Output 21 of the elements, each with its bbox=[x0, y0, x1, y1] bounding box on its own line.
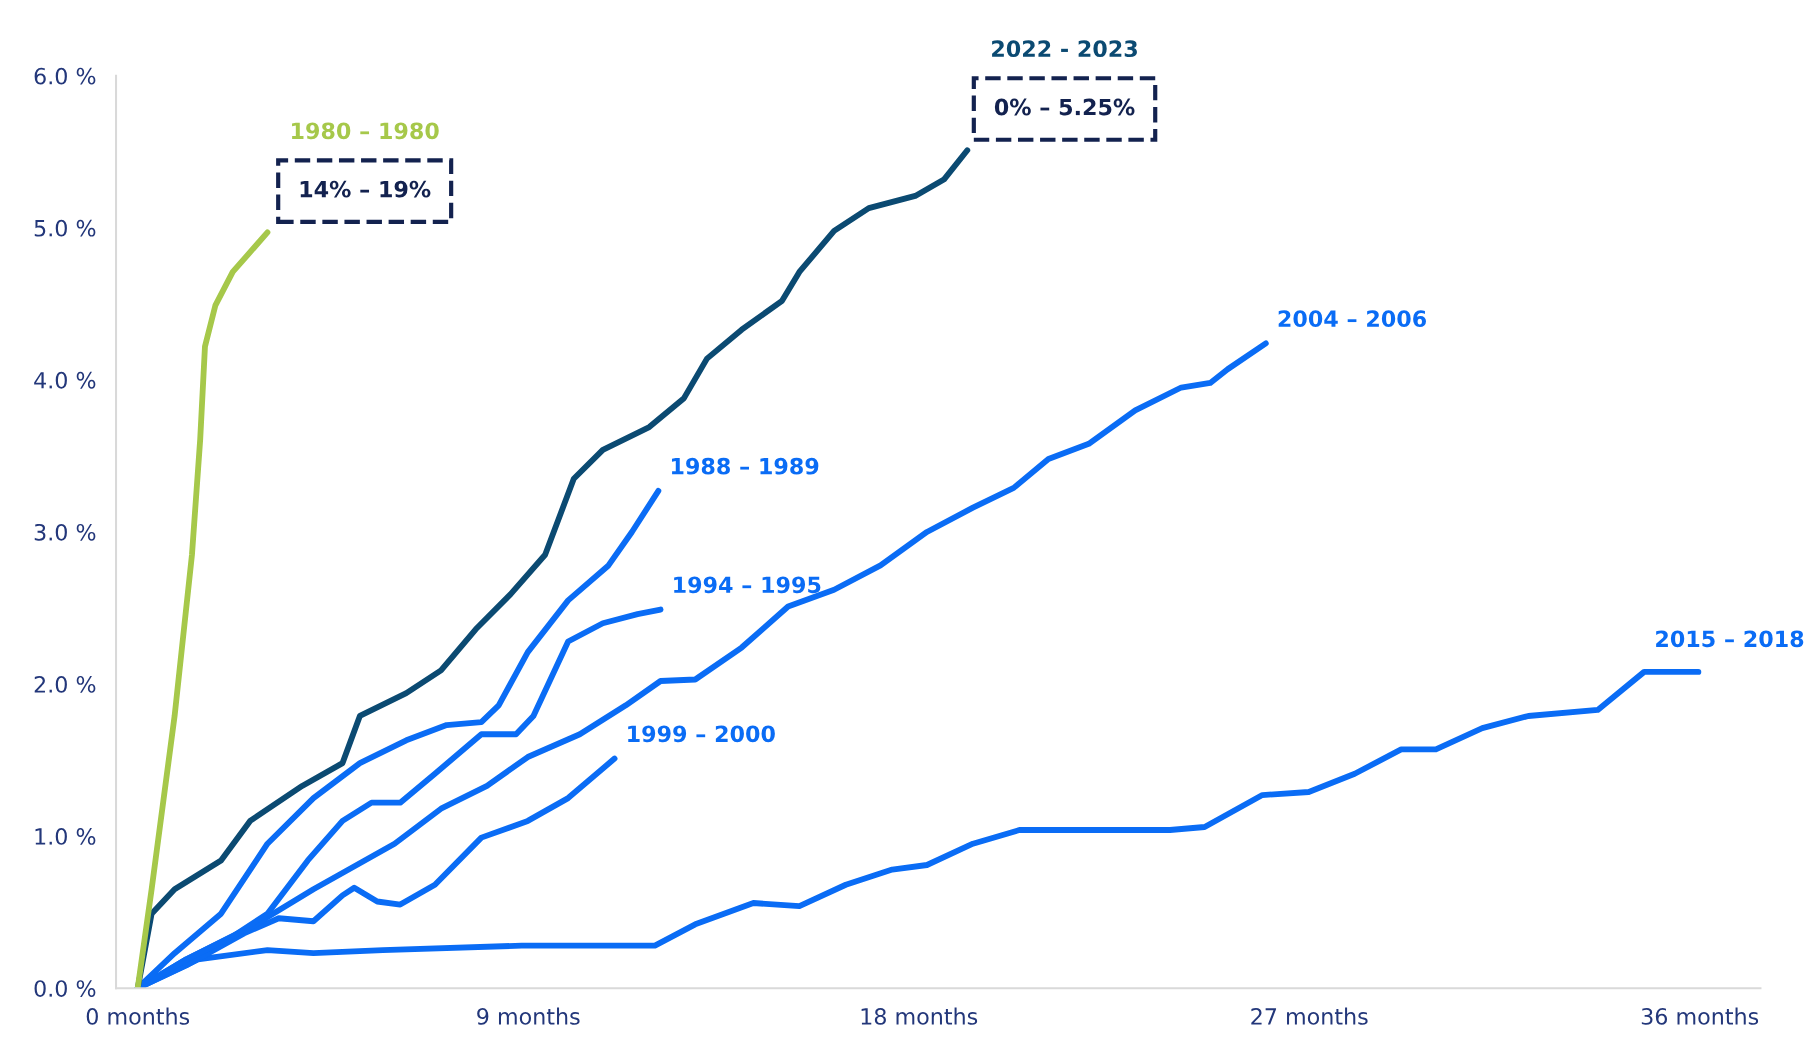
series-label: 1999 – 2000 bbox=[628, 725, 775, 743]
x-tick-label: 0 months bbox=[86, 1007, 190, 1025]
x-tick-label: 36 months bbox=[1641, 1007, 1759, 1025]
text: 1980 – 1980 bbox=[292, 122, 439, 140]
y-tick-label: 4.0 % bbox=[34, 371, 96, 389]
x-tick-label: 27 months bbox=[1251, 1007, 1368, 1025]
annotation: 14% – 19% bbox=[300, 180, 431, 198]
x-tick-label: 18 months bbox=[861, 1007, 978, 1025]
text: 2022 - 2023 bbox=[992, 40, 1137, 58]
series-label: 1994 – 1995 bbox=[674, 576, 821, 594]
y-tick-label: 2.0 % bbox=[34, 675, 96, 693]
series-label: 2015 – 2018 bbox=[1656, 630, 1804, 648]
series-label: 1988 – 1989 bbox=[672, 457, 819, 475]
annotation: 0% – 5.25% bbox=[994, 98, 1135, 116]
y-tick-label: 3.0 % bbox=[34, 523, 96, 541]
y-tick-label: 1.0 % bbox=[35, 828, 96, 845]
y-tick-label: 0.0 % bbox=[34, 980, 96, 997]
series-label: 2004 – 2006 bbox=[1278, 310, 1426, 328]
y-tick-label: 5.0 % bbox=[34, 219, 96, 237]
y-tick-label: 6.0 % bbox=[34, 67, 96, 85]
x-tick-label: 9 months bbox=[477, 1007, 580, 1025]
